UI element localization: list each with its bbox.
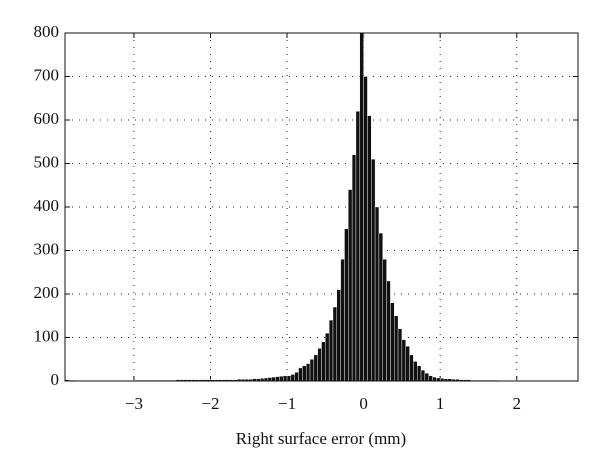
bar bbox=[279, 376, 284, 382]
x-tick-label: −3 bbox=[125, 394, 143, 413]
x-tick-label: 2 bbox=[512, 394, 521, 413]
bar bbox=[413, 361, 418, 382]
bar bbox=[317, 348, 322, 382]
bar bbox=[321, 341, 326, 382]
bar bbox=[405, 346, 410, 382]
y-tick-label: 600 bbox=[34, 109, 60, 128]
bar bbox=[336, 289, 341, 382]
bar bbox=[394, 315, 399, 382]
bar bbox=[313, 354, 318, 382]
x-tick-label: −2 bbox=[201, 394, 219, 413]
y-tick-label: 0 bbox=[51, 370, 60, 389]
bar bbox=[332, 306, 338, 382]
bar bbox=[298, 367, 303, 382]
bar bbox=[283, 375, 288, 382]
y-tick-label: 100 bbox=[34, 326, 60, 345]
bar bbox=[397, 328, 403, 382]
bar bbox=[424, 372, 429, 382]
bar bbox=[359, 32, 364, 382]
bar bbox=[271, 376, 276, 382]
bar bbox=[420, 369, 426, 382]
bar bbox=[355, 111, 360, 382]
bar bbox=[371, 158, 376, 382]
x-tick-label: 0 bbox=[359, 394, 368, 413]
bar bbox=[351, 154, 357, 382]
bar bbox=[267, 377, 272, 382]
y-tick-label: 300 bbox=[34, 239, 60, 258]
bar bbox=[305, 363, 311, 382]
y-tick-label: 500 bbox=[34, 152, 60, 171]
bar bbox=[363, 76, 368, 382]
bar bbox=[286, 375, 292, 382]
bar bbox=[344, 228, 349, 382]
plot-frame bbox=[64, 32, 579, 382]
y-tick-label: 400 bbox=[34, 196, 60, 215]
bar bbox=[309, 359, 315, 382]
bar bbox=[386, 280, 391, 382]
y-tick-label: 200 bbox=[34, 283, 60, 302]
bar bbox=[328, 319, 334, 382]
bar bbox=[340, 259, 345, 382]
bar bbox=[428, 375, 433, 382]
bar bbox=[390, 302, 395, 382]
y-tick-label: 700 bbox=[34, 65, 60, 84]
bar bbox=[367, 115, 372, 382]
bar bbox=[409, 354, 414, 382]
bar bbox=[290, 374, 295, 382]
bar bbox=[382, 259, 387, 382]
bar bbox=[432, 376, 437, 382]
bar bbox=[275, 376, 280, 382]
y-tick-label: 800 bbox=[34, 22, 60, 41]
bar bbox=[374, 206, 380, 382]
bar bbox=[294, 372, 299, 382]
bar bbox=[348, 189, 353, 382]
bar bbox=[325, 332, 330, 382]
bar bbox=[378, 232, 383, 382]
bar bbox=[417, 365, 422, 382]
x-tick-label: 1 bbox=[436, 394, 445, 413]
bar bbox=[302, 365, 307, 382]
x-axis-label: Right surface error (mm) bbox=[236, 429, 406, 448]
x-tick-label: −1 bbox=[278, 394, 296, 413]
bar bbox=[401, 339, 406, 382]
